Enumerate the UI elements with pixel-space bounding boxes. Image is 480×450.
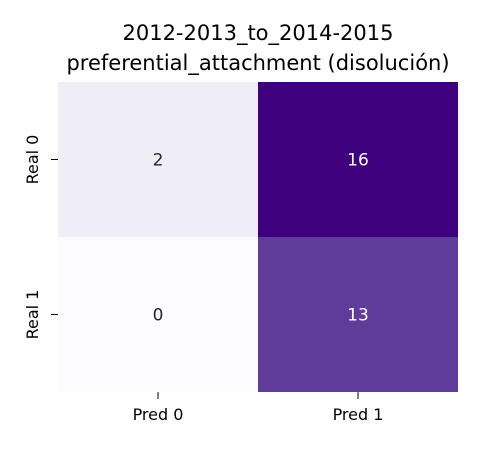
y-tick-label-0: Real 0 [23,135,42,185]
cell-value-label-r0-c0: 2 [153,151,164,171]
y-axis-ticks: Real 0 Real 1 [23,135,58,340]
heatmap-cell-r1-c1 [258,237,458,392]
cell-value-label-r1-c1: 13 [347,306,369,326]
x-tick-label-0: Pred 0 [133,405,184,424]
heatmap-cell-r1-c0 [58,237,258,392]
x-axis-ticks: Pred 0 Pred 1 [133,392,384,424]
y-tick-label-1: Real 1 [23,290,42,340]
cell-value-label-r1-c0: 0 [153,306,164,326]
cell-value-label-r0-c1: 16 [347,151,369,171]
heatmap-cells: 2 16 0 13 [58,82,458,392]
heatmap-cell-r0-c0 [58,82,258,237]
chart-title-line-2: preferential_attachment (disolución) [66,51,449,76]
x-tick-label-1: Pred 1 [333,405,384,424]
chart-title-line-1: 2012-2013_to_2014-2015 [122,21,393,46]
heatmap-cell-r0-c1 [258,82,458,237]
